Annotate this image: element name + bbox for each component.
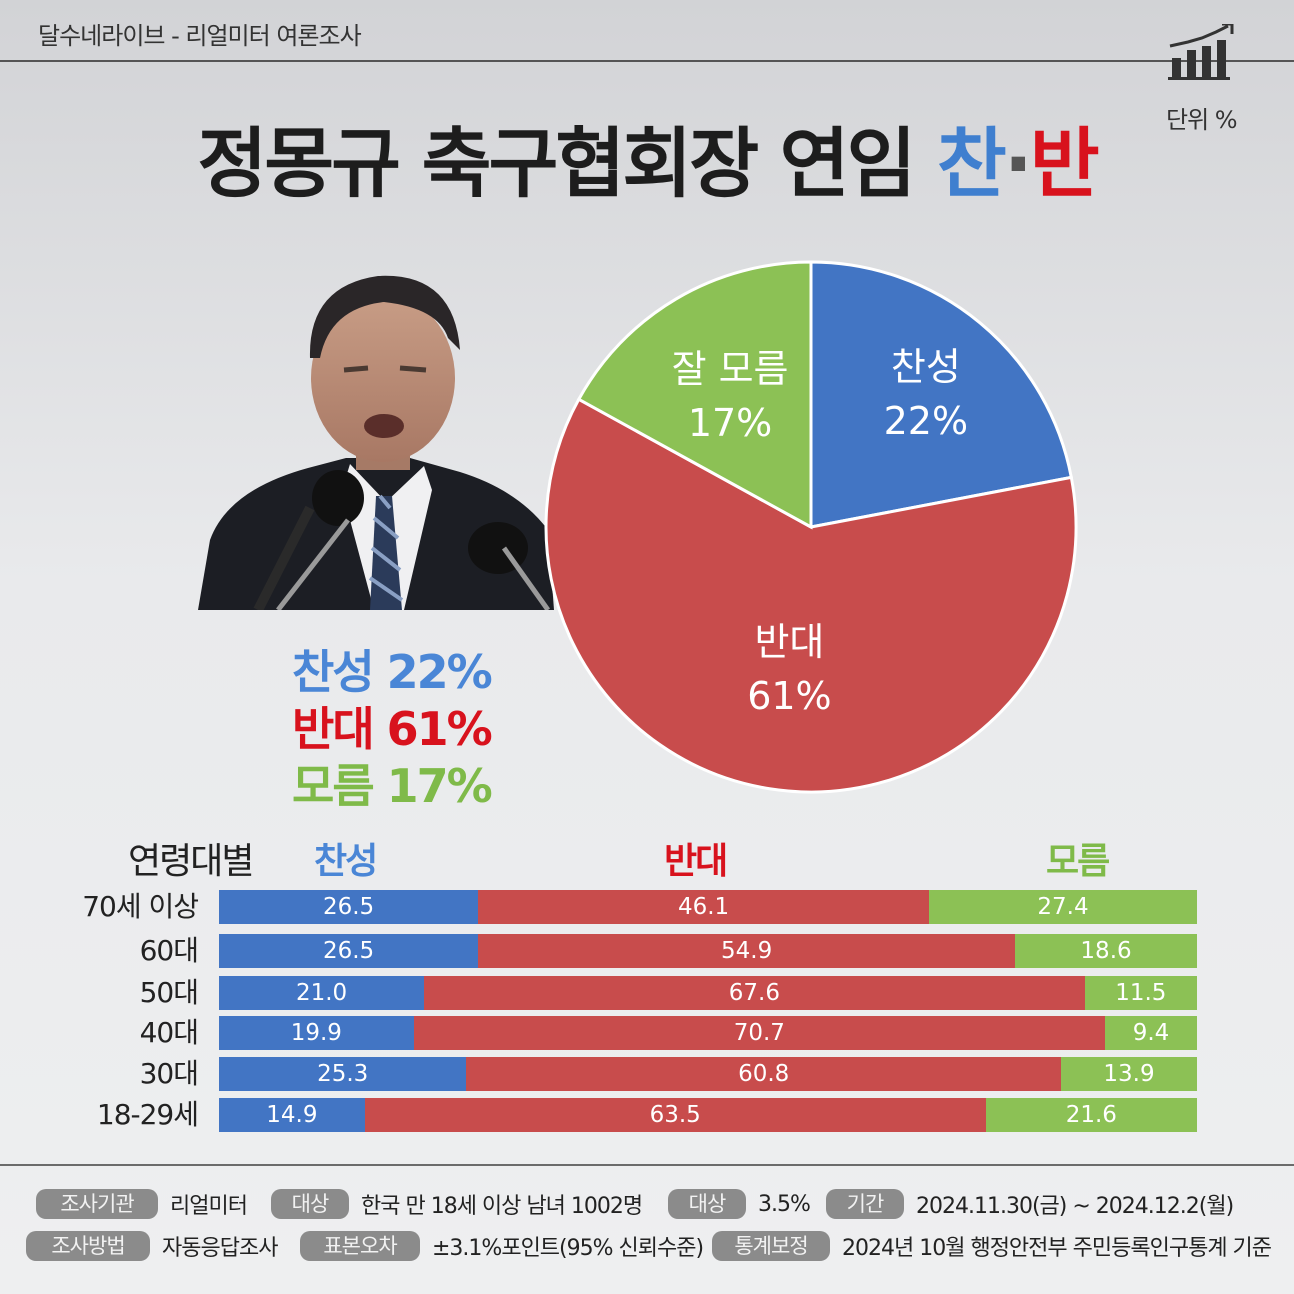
meta-agency-tag: 조사기관 — [36, 1189, 158, 1219]
source-label: 달수네라이브 - 리얼미터 여론조사 — [38, 22, 362, 50]
meta-agency: 조사기관 리얼미터 — [36, 1189, 248, 1219]
footer-divider — [0, 1164, 1294, 1166]
meta-weight: 통계보정 2024년 10월 행정안전부 주민등록인구통계 기준 — [712, 1231, 1272, 1261]
meta-target: 대상 한국 만 18세 이상 남녀 1002명 — [271, 1189, 643, 1219]
pie-slice-label: 반대 — [754, 620, 824, 664]
bar-segment-pro: 19.9 — [219, 1016, 414, 1050]
legend-pro: 찬성 — [314, 841, 378, 882]
pie-slice-value: 22% — [884, 399, 968, 443]
bar-row: 50대 21.0 67.6 11.5 — [0, 976, 1294, 1010]
summary-con: 반대 61% — [292, 702, 493, 756]
title-dot: · — [1003, 119, 1033, 208]
meta-period-value: 2024.11.30(금) ~ 2024.12.2(월) — [916, 1194, 1234, 1219]
pie-slice — [576, 260, 813, 530]
pie-slice — [544, 397, 1078, 794]
bar-segment-dk: 18.6 — [1015, 934, 1197, 968]
legend-dk: 모름 — [1046, 841, 1110, 882]
bar-row: 40대 19.9 70.7 9.4 — [0, 1016, 1294, 1050]
legend-con: 반대 — [664, 841, 728, 882]
meta-method: 조사방법 자동응답조사 — [26, 1231, 278, 1261]
meta-rate-value: 3.5% — [758, 1191, 811, 1217]
bar-segment-con: 60.8 — [466, 1057, 1062, 1091]
pie-slice — [809, 260, 1074, 529]
meta-rate-tag: 대상 — [668, 1189, 746, 1219]
meta-target-tag: 대상 — [271, 1189, 349, 1219]
bar-segment-pro: 25.3 — [219, 1057, 467, 1091]
page-title: 정몽규 축구협회장 연임 찬·반 — [0, 102, 1294, 212]
meta-method-value: 자동응답조사 — [162, 1236, 278, 1261]
unit-label: 단위 % — [1166, 106, 1238, 134]
speaker-photo — [198, 275, 554, 610]
title-main: 정몽규 축구협회장 연임 — [197, 119, 937, 208]
bar-row: 60대 26.5 54.9 18.6 — [0, 934, 1294, 968]
age-group-header: 연령대별 — [128, 841, 254, 882]
pie-slice-label: 찬성 — [891, 345, 961, 389]
bar-segment-con: 46.1 — [478, 890, 929, 924]
bar-row: 18-29세 14.9 63.5 21.6 — [0, 1098, 1294, 1132]
bar-segment-dk: 11.5 — [1084, 976, 1197, 1010]
bar-track: 19.9 70.7 9.4 — [219, 1016, 1197, 1050]
bar-row-label: 70세 이상 — [82, 890, 199, 923]
bar-segment-pro: 26.5 — [219, 890, 479, 924]
pie-slice-label: 잘 모름 — [672, 347, 789, 391]
meta-error: 표본오차 ±3.1%포인트(95% 신뢰수준) — [300, 1231, 704, 1261]
bar-track: 26.5 46.1 27.4 — [219, 890, 1197, 924]
bar-segment-dk: 9.4 — [1105, 1016, 1197, 1050]
bar-segment-pro: 26.5 — [219, 934, 479, 968]
meta-weight-tag: 통계보정 — [712, 1231, 830, 1261]
meta-agency-value: 리얼미터 — [170, 1194, 248, 1219]
bar-chart-trend-icon — [1168, 24, 1234, 80]
pie-slice-value: 17% — [688, 401, 772, 445]
bar-segment-dk: 27.4 — [929, 890, 1197, 924]
meta-target-value: 한국 만 18세 이상 남녀 1002명 — [361, 1194, 643, 1219]
bar-track: 25.3 60.8 13.9 — [219, 1057, 1197, 1091]
bar-track: 26.5 54.9 18.6 — [219, 934, 1197, 968]
bar-row-label: 30대 — [139, 1057, 199, 1090]
meta-error-value: ±3.1%포인트(95% 신뢰수준) — [432, 1236, 704, 1261]
bar-row-label: 60대 — [139, 934, 199, 967]
summary-pro: 찬성 22% — [292, 645, 493, 699]
bar-segment-con: 63.5 — [364, 1098, 986, 1132]
pie-chart: 찬성 22% 반대 61% 잘 모름 17% — [544, 260, 1078, 794]
meta-method-tag: 조사방법 — [26, 1231, 150, 1261]
meta-weight-value: 2024년 10월 행정안전부 주민등록인구통계 기준 — [842, 1236, 1272, 1261]
title-pro: 찬 — [936, 119, 1007, 208]
top-bar: 달수네라이브 - 리얼미터 여론조사 — [0, 0, 1294, 62]
bar-segment-pro: 21.0 — [219, 976, 425, 1010]
bar-segment-pro: 14.9 — [219, 1098, 365, 1132]
bar-row-label: 18-29세 — [96, 1098, 199, 1131]
meta-rate: 대상 3.5% — [668, 1189, 811, 1219]
bar-segment-con: 67.6 — [424, 976, 1085, 1010]
bar-track: 14.9 63.5 21.6 — [219, 1098, 1197, 1132]
bar-segment-dk: 13.9 — [1061, 1057, 1197, 1091]
meta-period: 기간 2024.11.30(금) ~ 2024.12.2(월) — [826, 1189, 1234, 1219]
bar-row: 30대 25.3 60.8 13.9 — [0, 1057, 1294, 1091]
bar-row-label: 50대 — [139, 976, 199, 1009]
title-con: 반 — [1029, 119, 1100, 208]
meta-period-tag: 기간 — [826, 1189, 904, 1219]
bar-segment-dk: 21.6 — [985, 1098, 1197, 1132]
summary-dk: 모름 17% — [292, 759, 493, 813]
pie-slice-value: 61% — [747, 674, 831, 718]
bar-track: 21.0 67.6 11.5 — [219, 976, 1197, 1010]
bar-row: 70세 이상 26.5 46.1 27.4 — [0, 890, 1294, 924]
bar-segment-con: 70.7 — [413, 1016, 1106, 1050]
bar-row-label: 40대 — [139, 1016, 199, 1049]
bar-segment-con: 54.9 — [478, 934, 1016, 968]
meta-error-tag: 표본오차 — [300, 1231, 420, 1261]
